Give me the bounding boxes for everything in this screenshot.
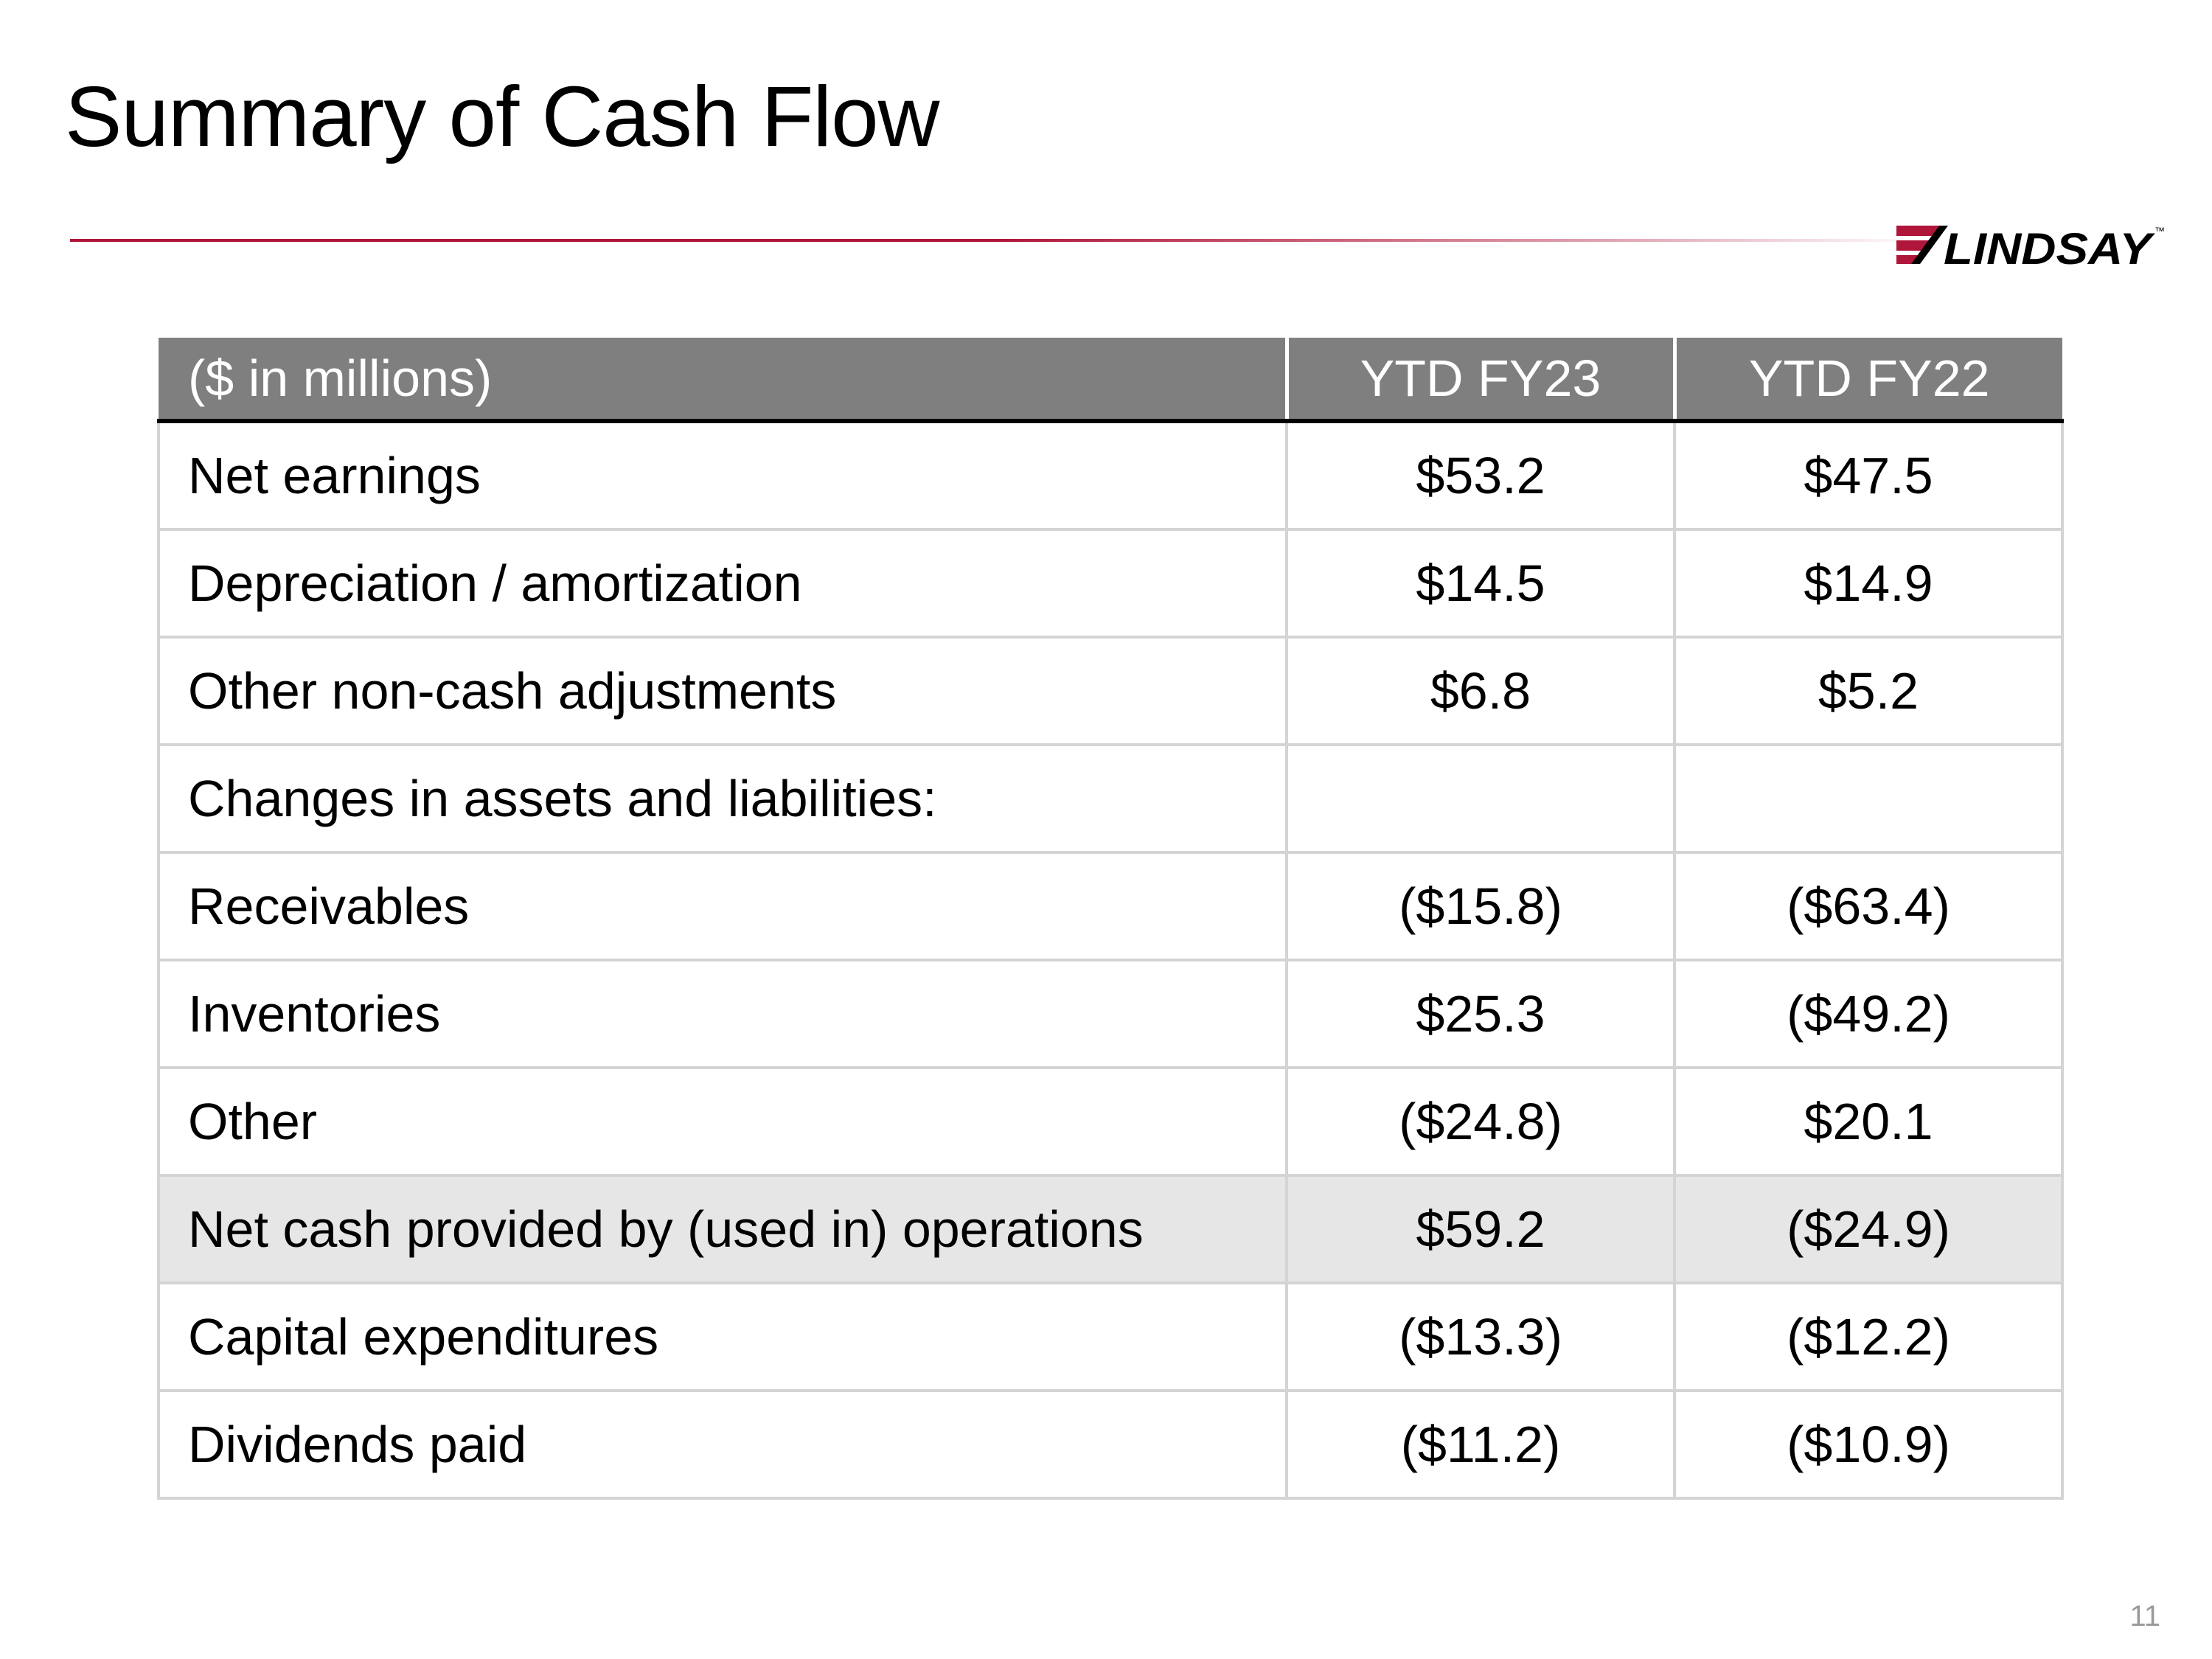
row-value-fy22: ($63.4) bbox=[1673, 851, 2064, 961]
row-value-fy23: ($24.8) bbox=[1285, 1066, 1676, 1177]
row-value-fy22: $5.2 bbox=[1673, 636, 2064, 746]
row-value-fy23: $53.2 bbox=[1285, 420, 1676, 531]
row-label: Net cash provided by (used in) operation… bbox=[157, 1174, 1288, 1284]
row-value-fy22: ($24.9) bbox=[1673, 1174, 2064, 1284]
row-value-fy23: $6.8 bbox=[1285, 636, 1676, 746]
row-value-fy22: ($49.2) bbox=[1673, 959, 2064, 1069]
row-label: Other bbox=[157, 1066, 1288, 1177]
cash-flow-table: ($ in millions) YTD FY23 YTD FY22 Net ea… bbox=[157, 338, 2064, 1500]
table-row: Inventories $25.3 ($49.2) bbox=[157, 959, 2064, 1069]
header-ytd-fy22: YTD FY22 bbox=[1672, 338, 2062, 423]
table-row-highlighted: Net cash provided by (used in) operation… bbox=[157, 1174, 2064, 1284]
slide-title: Summary of Cash Flow bbox=[65, 69, 939, 164]
row-label: Depreciation / amortization bbox=[157, 528, 1288, 639]
table-row: Changes in assets and liabilities: bbox=[157, 743, 2064, 854]
table-row: Net earnings $53.2 $47.5 bbox=[157, 420, 2064, 531]
row-label: Inventories bbox=[157, 959, 1288, 1069]
logo-trademark: ™ bbox=[2154, 225, 2165, 237]
row-label: Net earnings bbox=[157, 420, 1288, 531]
title-divider bbox=[70, 239, 1928, 242]
row-value-fy23: ($15.8) bbox=[1285, 851, 1676, 961]
row-value-fy23: $14.5 bbox=[1285, 528, 1676, 639]
header-ytd-fy23: YTD FY23 bbox=[1284, 338, 1674, 423]
table-header-row: ($ in millions) YTD FY23 YTD FY22 bbox=[159, 338, 2062, 423]
logo-wordmark: LINDSAY bbox=[1944, 224, 2155, 268]
header-units: ($ in millions) bbox=[159, 338, 1287, 423]
row-label: Dividends paid bbox=[157, 1389, 1288, 1500]
row-value-fy23: $25.3 bbox=[1285, 959, 1676, 1069]
logo-slash bbox=[1911, 226, 1948, 264]
row-label: Receivables bbox=[157, 851, 1288, 961]
row-value-fy23 bbox=[1285, 743, 1676, 854]
row-value-fy22: $14.9 bbox=[1673, 528, 2064, 639]
lindsay-stripes-icon bbox=[1896, 226, 1939, 264]
lindsay-logo: LINDSAY ™ bbox=[1896, 224, 2165, 268]
row-label: Capital expenditures bbox=[157, 1281, 1288, 1392]
row-label: Other non-cash adjustments bbox=[157, 636, 1288, 746]
row-value-fy23: ($13.3) bbox=[1285, 1281, 1676, 1392]
table-row: Capital expenditures ($13.3) ($12.2) bbox=[157, 1281, 2064, 1392]
table-row: Depreciation / amortization $14.5 $14.9 bbox=[157, 528, 2064, 639]
table-row: Other non-cash adjustments $6.8 $5.2 bbox=[157, 636, 2064, 746]
row-value-fy22: $20.1 bbox=[1673, 1066, 2064, 1177]
row-label: Changes in assets and liabilities: bbox=[157, 743, 1288, 854]
table-row: Dividends paid ($11.2) ($10.9) bbox=[157, 1389, 2064, 1500]
page-number: 11 bbox=[2129, 1600, 2160, 1632]
table-row: Other ($24.8) $20.1 bbox=[157, 1066, 2064, 1177]
row-value-fy22: ($12.2) bbox=[1673, 1281, 2064, 1392]
row-value-fy22: ($10.9) bbox=[1673, 1389, 2064, 1500]
table-row: Receivables ($15.8) ($63.4) bbox=[157, 851, 2064, 961]
row-value-fy22 bbox=[1673, 743, 2064, 854]
row-value-fy23: ($11.2) bbox=[1285, 1389, 1676, 1500]
row-value-fy23: $59.2 bbox=[1285, 1174, 1676, 1284]
row-value-fy22: $47.5 bbox=[1673, 420, 2064, 531]
